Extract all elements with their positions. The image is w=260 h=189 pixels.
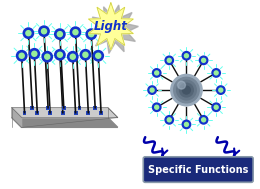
Bar bbox=[93, 106, 97, 110]
FancyBboxPatch shape bbox=[143, 157, 253, 182]
Bar bbox=[23, 111, 27, 115]
Bar bbox=[46, 106, 50, 110]
Text: Light: Light bbox=[94, 20, 128, 33]
Circle shape bbox=[177, 80, 196, 100]
Circle shape bbox=[201, 58, 206, 63]
Circle shape bbox=[28, 48, 40, 60]
Polygon shape bbox=[12, 108, 118, 118]
Bar bbox=[77, 106, 81, 110]
Circle shape bbox=[174, 77, 199, 103]
Circle shape bbox=[164, 55, 174, 65]
Circle shape bbox=[72, 29, 79, 35]
Bar bbox=[86, 111, 90, 115]
Circle shape bbox=[18, 53, 25, 59]
Circle shape bbox=[183, 86, 190, 94]
Polygon shape bbox=[12, 108, 22, 127]
Circle shape bbox=[152, 68, 162, 78]
Circle shape bbox=[54, 49, 66, 61]
Circle shape bbox=[41, 28, 47, 34]
Circle shape bbox=[69, 53, 76, 60]
Circle shape bbox=[44, 53, 50, 60]
Circle shape bbox=[88, 31, 94, 37]
Polygon shape bbox=[12, 118, 118, 127]
Bar bbox=[74, 111, 77, 115]
Circle shape bbox=[199, 55, 209, 65]
Circle shape bbox=[201, 117, 206, 122]
Circle shape bbox=[167, 117, 172, 122]
Bar bbox=[30, 106, 34, 110]
Circle shape bbox=[41, 51, 53, 63]
Circle shape bbox=[154, 70, 159, 76]
Text: Specific Functions: Specific Functions bbox=[148, 165, 248, 175]
Bar bbox=[99, 111, 103, 115]
Circle shape bbox=[25, 30, 32, 36]
Circle shape bbox=[216, 85, 226, 95]
Circle shape bbox=[16, 50, 28, 62]
Bar bbox=[48, 111, 52, 115]
Circle shape bbox=[150, 87, 155, 93]
Bar bbox=[62, 106, 66, 110]
Circle shape bbox=[211, 102, 221, 112]
Polygon shape bbox=[88, 3, 133, 50]
Circle shape bbox=[213, 70, 219, 76]
Bar bbox=[61, 111, 65, 115]
Circle shape bbox=[57, 31, 63, 37]
Circle shape bbox=[82, 52, 89, 58]
Circle shape bbox=[152, 102, 162, 112]
Circle shape bbox=[154, 105, 159, 110]
Circle shape bbox=[23, 27, 34, 39]
Circle shape bbox=[92, 50, 104, 62]
Circle shape bbox=[80, 49, 91, 61]
Circle shape bbox=[213, 105, 219, 110]
Circle shape bbox=[181, 51, 191, 61]
Circle shape bbox=[38, 25, 50, 37]
Circle shape bbox=[57, 52, 63, 58]
Circle shape bbox=[178, 81, 185, 89]
Circle shape bbox=[70, 26, 81, 38]
Circle shape bbox=[218, 87, 224, 93]
Circle shape bbox=[54, 28, 66, 40]
Circle shape bbox=[85, 28, 97, 40]
Circle shape bbox=[147, 85, 157, 95]
Circle shape bbox=[184, 122, 189, 127]
Circle shape bbox=[167, 58, 172, 63]
Circle shape bbox=[199, 115, 209, 125]
Circle shape bbox=[181, 119, 191, 129]
Circle shape bbox=[211, 68, 221, 78]
Circle shape bbox=[31, 50, 38, 57]
Polygon shape bbox=[89, 5, 138, 53]
Circle shape bbox=[164, 115, 174, 125]
Bar bbox=[35, 111, 39, 115]
Circle shape bbox=[67, 51, 79, 63]
Circle shape bbox=[171, 74, 202, 106]
Circle shape bbox=[180, 83, 193, 97]
Circle shape bbox=[95, 53, 101, 59]
Circle shape bbox=[184, 53, 189, 58]
